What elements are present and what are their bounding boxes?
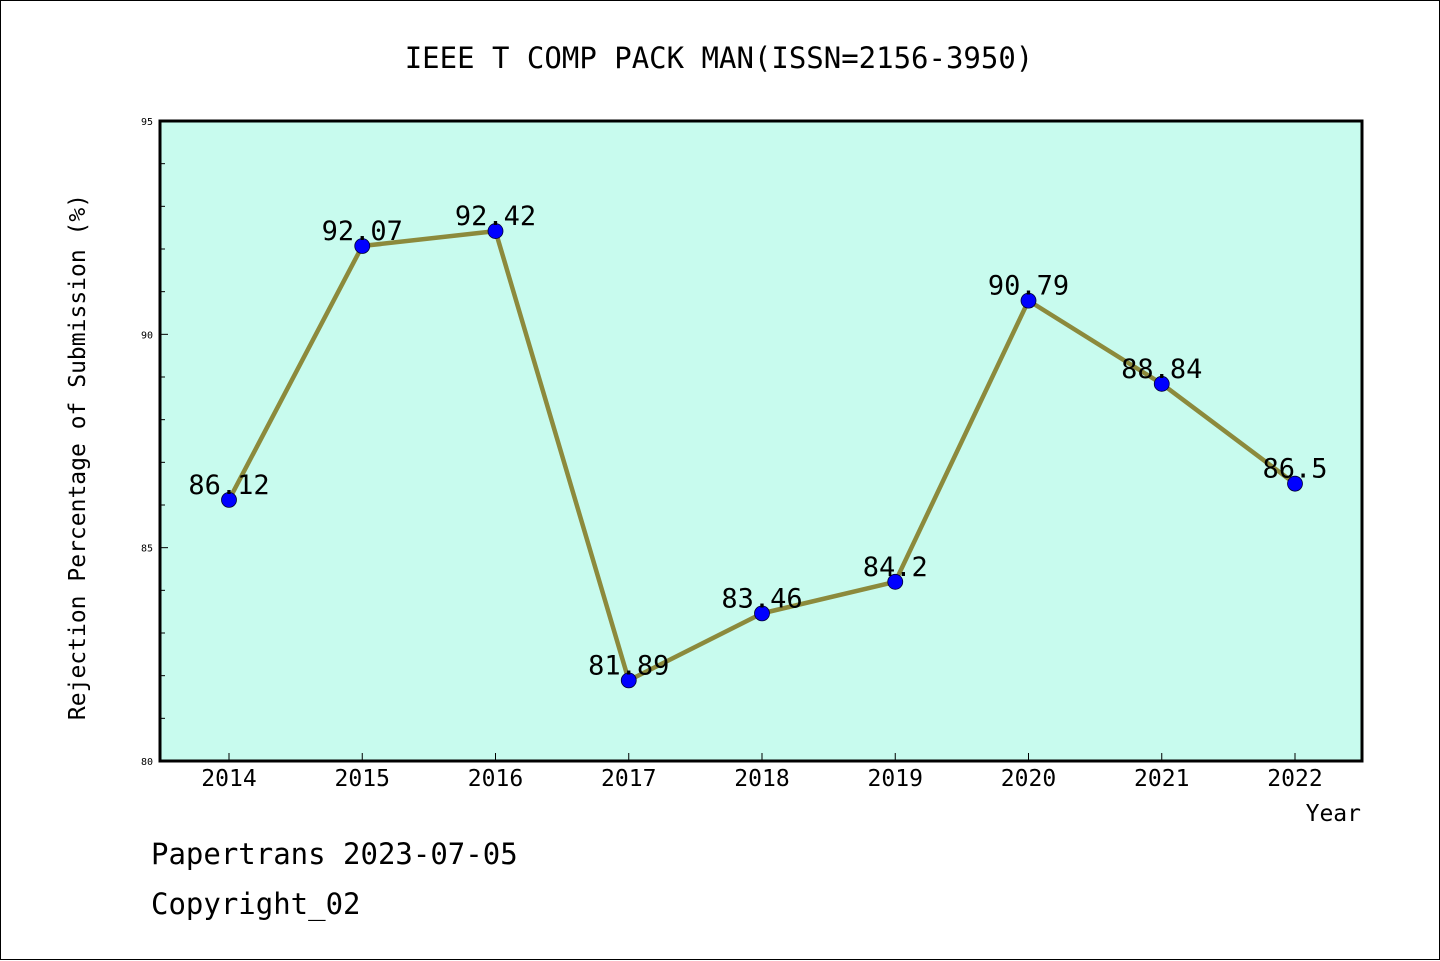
data-label: 90.79 [988, 271, 1069, 302]
plot-area [158, 119, 1364, 763]
data-point [1020, 292, 1037, 309]
data-label: 84.2 [863, 552, 928, 583]
data-point [620, 672, 637, 689]
data-point [1287, 475, 1303, 492]
chart-title: IEEE T COMP PACK MAN(ISSN=2156-3950) [405, 41, 1034, 75]
x-tick-label: 2022 [1267, 766, 1322, 792]
data-point [1153, 375, 1170, 392]
x-tick-label: 2015 [335, 766, 390, 792]
x-axis-label: Year [1306, 801, 1361, 827]
y-tick-label: 90 [141, 330, 153, 341]
y-tick-label: 95 [141, 117, 153, 128]
x-tick-label: 2018 [734, 766, 789, 792]
x-axis: 2014 2015 2016 2017 2018 2019 2020 2021 2022 [201, 753, 1323, 792]
data-labels: 86.12 92.07 92.42 81.89 83.46 84.2 90.79 88.84 8… [188, 201, 1327, 681]
x-tick-label: 2017 [601, 766, 656, 792]
data-point [221, 491, 237, 508]
x-tick-label: 2021 [1134, 766, 1189, 792]
data-label: 83.46 [721, 583, 802, 614]
x-tick-label: 2014 [201, 766, 256, 792]
y-axis: 80 85 90 95 [141, 117, 168, 768]
x-tick-label: 2020 [1001, 766, 1056, 792]
data-label: 92.07 [322, 216, 403, 247]
footer-copyright: Copyright_02 [151, 887, 361, 921]
series-line-group [221, 223, 1303, 689]
data-label: 92.42 [455, 201, 536, 232]
data-point [487, 223, 504, 239]
data-point [354, 238, 371, 254]
footer-date: Papertrans 2023-07-05 [151, 837, 518, 871]
y-tick-label: 85 [141, 544, 153, 555]
y-tick-label: 80 [141, 757, 153, 768]
data-point [754, 605, 770, 622]
x-tick-label: 2019 [868, 766, 923, 792]
data-point [887, 573, 904, 590]
data-label: 81.89 [588, 650, 669, 681]
x-tick-label: 2016 [468, 766, 523, 792]
data-label: 88.84 [1121, 354, 1202, 385]
y-axis-label: Rejection Percentage of Submission (%) [65, 194, 91, 720]
data-label: 86.5 [1262, 454, 1327, 485]
data-label: 86.12 [188, 470, 269, 501]
